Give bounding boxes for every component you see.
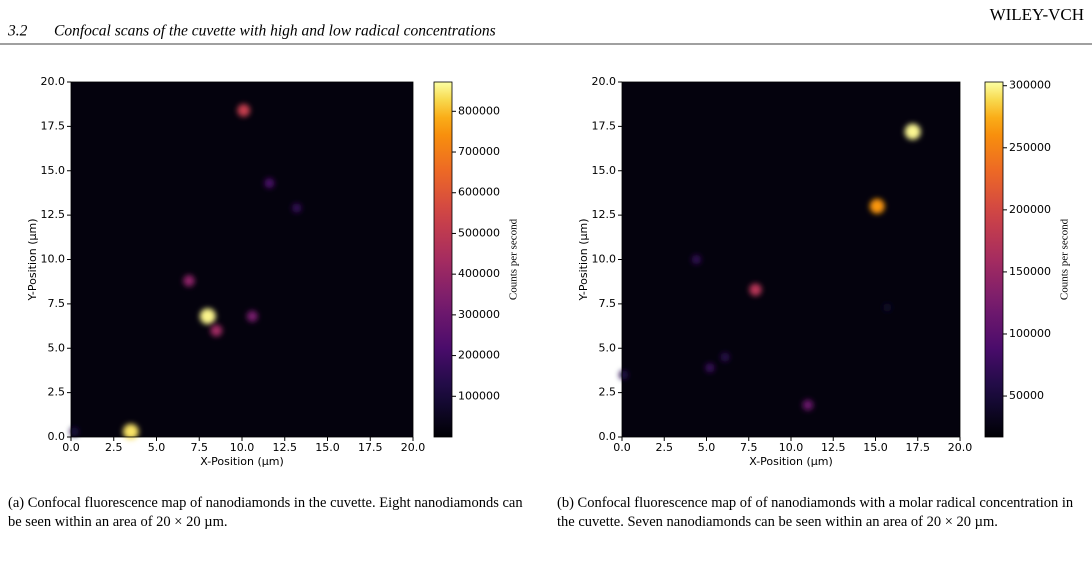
plot-background [71,82,413,437]
x-tick-label: 0.0 [62,441,80,454]
x-tick-label: 7.5 [740,441,758,454]
colorbar-tick-label: 250000 [1009,141,1051,154]
colorbar-tick-label: 600000 [458,186,500,199]
spot [619,370,629,380]
x-tick-label: 17.5 [358,441,383,454]
colorbar-tick-label: 200000 [458,349,500,362]
colorbar-tick-label: 300000 [458,308,500,321]
section-number: 3.2 [7,23,28,40]
spot [69,427,79,437]
x-tick-label: 17.5 [906,441,931,454]
x-tick-label: 10.0 [230,441,255,454]
caption: (a) Confocal fluorescence map of nanodia… [8,495,523,530]
x-tick-label: 20.0 [401,441,426,454]
spot [122,423,139,440]
y-tick-label: 0.0 [599,430,617,443]
spot [802,399,814,411]
colorbar-tick-label: 500000 [458,226,500,239]
publisher-logo: WILEY-VCH [990,5,1084,24]
x-tick-label: 12.5 [821,441,846,454]
y-tick-label: 20.0 [41,75,66,88]
spot [183,275,195,287]
plot-background [622,82,960,437]
x-tick-label: 5.0 [698,441,716,454]
y-tick-label: 10.0 [41,253,66,266]
spot [883,303,892,312]
spot [199,308,216,325]
x-tick-label: 0.0 [613,441,631,454]
x-axis-label: X-Position (μm) [749,455,833,468]
y-tick-label: 17.5 [592,119,617,132]
y-tick-label: 17.5 [41,119,66,132]
x-axis-label: X-Position (μm) [200,455,284,468]
caption: (b) Confocal fluorescence map of of nano… [557,495,1074,530]
y-tick-label: 7.5 [48,297,66,310]
spot [904,123,921,140]
y-tick-label: 12.5 [41,208,66,221]
y-tick-label: 2.5 [48,386,66,399]
y-tick-label: 15.0 [41,164,66,177]
section-title: Confocal scans of the cuvette with high … [54,23,496,40]
spot [720,352,730,362]
x-tick-label: 15.0 [863,441,888,454]
spot [237,104,251,117]
spot [749,283,762,296]
colorbar-tick-label: 400000 [458,267,500,280]
colorbar-tick-label: 800000 [458,104,500,117]
y-tick-label: 5.0 [48,341,66,354]
y-tick-label: 2.5 [599,386,617,399]
colorbar-label: Counts per second [1059,218,1071,300]
colorbar [984,81,1004,438]
colorbar-tick-label: 700000 [458,145,500,158]
x-tick-label: 7.5 [191,441,209,454]
colorbar-label: Counts per second [508,218,520,300]
x-tick-label: 15.0 [315,441,340,454]
x-tick-label: 5.0 [148,441,166,454]
colorbar-tick-label: 300000 [1009,79,1051,92]
colorbar-tick-label: 100000 [458,389,500,402]
colorbar-tick-label: 100000 [1009,327,1051,340]
spot [869,198,885,214]
spot [291,203,302,213]
spot [210,324,223,337]
spot [264,178,275,189]
y-tick-label: 20.0 [592,75,617,88]
y-tick-label: 10.0 [592,253,617,266]
x-tick-label: 2.5 [105,441,123,454]
y-tick-label: 5.0 [599,341,617,354]
x-tick-label: 10.0 [779,441,804,454]
spot [246,310,258,322]
y-axis-label: Y-Position (μm) [577,218,590,301]
spot [691,254,702,265]
colorbar [433,81,453,438]
y-tick-label: 12.5 [592,208,617,221]
colorbar-tick-label: 50000 [1009,389,1044,402]
colorbar-tick-label: 150000 [1009,265,1051,278]
x-tick-label: 20.0 [948,441,973,454]
y-tick-label: 0.0 [48,430,66,443]
y-tick-label: 7.5 [599,297,617,310]
x-tick-label: 12.5 [273,441,298,454]
y-tick-label: 15.0 [592,164,617,177]
y-axis-label: Y-Position (μm) [26,218,39,301]
colorbar-tick-label: 200000 [1009,203,1051,216]
spot [705,362,715,373]
x-tick-label: 2.5 [656,441,674,454]
